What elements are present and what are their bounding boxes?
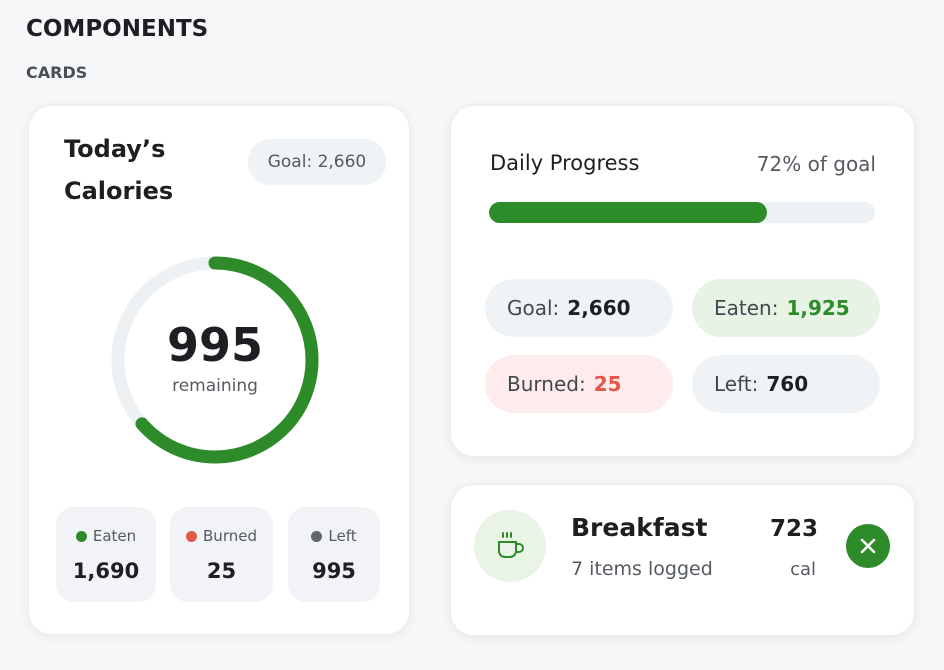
stat-left: Left 995 — [288, 507, 380, 602]
progress-bar — [489, 202, 767, 223]
meal-unit: cal — [790, 559, 816, 580]
stat-label: Eaten — [92, 527, 137, 545]
stat-label: Burned — [203, 527, 257, 545]
dot — [311, 531, 323, 542]
remove-button[interactable] — [846, 524, 890, 568]
stat-value: 2,660 — [567, 296, 631, 320]
dot — [186, 531, 198, 542]
ring-label: remaining — [172, 376, 258, 396]
stat-label: Left: — [714, 372, 759, 396]
section-title: COMPONENTS — [26, 16, 209, 42]
stat-label: Goal: — [507, 296, 560, 320]
stat-label: Eaten: — [714, 296, 779, 320]
stat-label: Left — [328, 527, 357, 545]
meal-calories: 723 — [769, 516, 818, 542]
meal-icon — [474, 510, 546, 582]
stat-value: 995 — [312, 559, 356, 583]
stat-burned: Burned 25 — [170, 507, 273, 602]
stat-label-row: Eaten — [56, 527, 156, 545]
progress-stat: Left: 760 — [692, 355, 880, 413]
dot — [75, 531, 87, 542]
progress-stat: Goal: 2,660 — [485, 279, 673, 337]
ring-value: 995 — [166, 318, 264, 372]
section-subtitle: CARDS — [26, 63, 88, 82]
stat-eaten: Eaten 1,690 — [56, 507, 156, 602]
meal-subtitle: 7 items logged — [571, 558, 713, 580]
goal-badge: Goal: 2,660 — [248, 139, 386, 185]
stat-value: 760 — [766, 372, 809, 396]
stat-value: 1,925 — [786, 296, 850, 320]
stat-label-row: Left — [288, 527, 380, 545]
meal-title: Breakfast — [571, 513, 708, 542]
ring-arc — [111, 256, 319, 464]
stat-value: 1,690 — [72, 559, 140, 583]
progress-label: 72% of goal — [756, 152, 876, 176]
progress-stat: Eaten: 1,925 — [692, 279, 880, 337]
stat-value: 25 — [206, 559, 237, 583]
stat-label: Burned: — [507, 372, 586, 396]
ring — [111, 256, 319, 464]
progress-track — [489, 202, 875, 223]
card-title: Today’s Calories — [64, 135, 174, 205]
progress-stat: Burned: 25 — [485, 355, 673, 413]
progress-title: Daily Progress — [490, 151, 640, 175]
stat-label-row: Burned — [170, 527, 273, 545]
stat-value: 25 — [593, 372, 622, 396]
